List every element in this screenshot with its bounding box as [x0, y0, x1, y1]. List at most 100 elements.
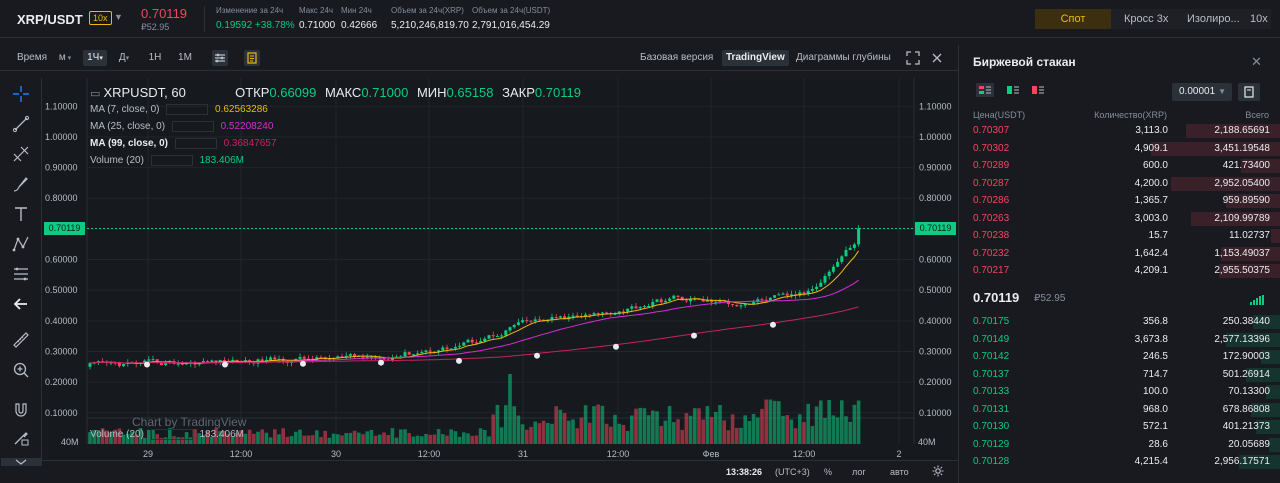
- candle-body: [458, 345, 462, 347]
- candle-body: [348, 354, 352, 356]
- ticker-stat: Мин 24ч 0.42666: [341, 6, 377, 31]
- volume-bar: [856, 400, 861, 444]
- volume-bar: [747, 421, 752, 444]
- crosshair-icon[interactable]: [11, 84, 31, 104]
- price-tick-left: 1.00000: [45, 132, 78, 142]
- volume-bar: [214, 428, 218, 444]
- view-depth-chart[interactable]: Диаграммы глубины: [796, 52, 891, 63]
- log-scale-button[interactable]: лог: [852, 467, 866, 477]
- percent-scale-button[interactable]: %: [824, 467, 833, 477]
- bid-row[interactable]: 0.70149 3,673.8 2,577.13396: [959, 332, 1280, 348]
- depth-bar: [1191, 211, 1280, 226]
- bid-row[interactable]: 0.70175 356.8 250.38440: [959, 314, 1280, 330]
- bid-row[interactable]: 0.70128 4,215.4 2,956.17571: [959, 454, 1280, 470]
- lock-drawings-icon[interactable]: [11, 428, 31, 448]
- bid-row[interactable]: 0.70129 28.6 20.05689: [959, 437, 1280, 453]
- bid-row[interactable]: 0.70142 246.5 172.90003: [959, 349, 1280, 365]
- ruler-icon[interactable]: [11, 330, 31, 350]
- fib-retracement-icon[interactable]: [11, 264, 31, 284]
- volume-bar: [142, 437, 147, 444]
- ask-row[interactable]: 0.70289 600.0 421.73400: [959, 158, 1280, 174]
- candle-body: [521, 320, 525, 323]
- ask-row[interactable]: 0.70287 4,200.0 2,952.05400: [959, 176, 1280, 192]
- volume-bar: [831, 415, 836, 444]
- bid-row[interactable]: 0.70131 968.0 678.86808: [959, 402, 1280, 418]
- ask-row[interactable]: 0.70307 3,113.0 2,188.65691: [959, 123, 1280, 139]
- timeframe-minutes[interactable]: м ▾: [58, 52, 72, 63]
- volume-buttons[interactable]: [150, 155, 193, 166]
- tab-isolated[interactable]: Изолиро...: [1187, 13, 1240, 25]
- brush-icon[interactable]: [11, 174, 31, 194]
- chevron-down-icon[interactable]: ▼: [114, 12, 123, 22]
- ask-row[interactable]: 0.70232 1,642.4 1,153.49037: [959, 246, 1280, 262]
- chart-timezone[interactable]: (UTC+3): [775, 467, 810, 477]
- trend-line-icon[interactable]: [11, 114, 31, 134]
- symbol-selector[interactable]: XRP/USDT: [17, 12, 83, 27]
- tab-spot[interactable]: Спот: [1035, 9, 1111, 29]
- candle-body: [344, 355, 348, 357]
- ticker-stat: Объем за 24ч(USDT) 2,791,016,454.29: [472, 6, 550, 31]
- timeframe-week[interactable]: 1Н: [148, 52, 162, 63]
- timeframe-month[interactable]: 1М: [178, 52, 192, 63]
- candle-body: [214, 360, 218, 364]
- candle-body: [449, 348, 453, 350]
- precision-select[interactable]: 0.00001 ▼: [1172, 83, 1232, 101]
- ask-row[interactable]: 0.70238 15.7 11.02737: [959, 228, 1280, 244]
- chart-notes-icon[interactable]: [244, 50, 260, 66]
- price-chart[interactable]: 1.10000 1.10000 1.00000 1.00000 0.90000 0.900…: [42, 78, 958, 483]
- volume-bar: [562, 413, 567, 444]
- ma7-buttons[interactable]: [166, 104, 209, 115]
- ask-row[interactable]: 0.70286 1,365.7 959.89590: [959, 193, 1280, 209]
- chevron-down-icon[interactable]: [1, 458, 41, 466]
- arrow-left-icon[interactable]: [11, 294, 31, 314]
- volume-bar: [340, 435, 344, 444]
- price-tick-left: 0.30000: [45, 346, 78, 356]
- orderbook-both-icon[interactable]: [976, 83, 994, 97]
- volume-pane-value: 183.406M: [199, 429, 244, 441]
- tab-cross[interactable]: Кросс 3х: [1124, 13, 1169, 25]
- chart-clock: 13:38:26: [726, 467, 763, 477]
- orderbook-bids-icon[interactable]: [1004, 83, 1022, 97]
- legend-buttons[interactable]: [189, 86, 231, 97]
- indicator-settings-icon[interactable]: [212, 50, 228, 66]
- precision-value: 0.00001: [1179, 86, 1216, 97]
- pattern-icon[interactable]: [11, 234, 31, 254]
- timeframe-1h[interactable]: 1Ч▾: [83, 50, 107, 66]
- text-tool-icon[interactable]: [11, 204, 31, 224]
- fullscreen-icon[interactable]: [905, 50, 921, 66]
- ma25-buttons[interactable]: [171, 121, 214, 132]
- auto-scale-button[interactable]: авто: [890, 467, 909, 477]
- candle-body: [222, 360, 226, 362]
- volume-bar: [474, 435, 479, 444]
- collapse-icon[interactable]: ▭: [90, 88, 104, 100]
- magnet-icon[interactable]: [11, 400, 31, 420]
- volume-bar: [176, 437, 180, 444]
- volume-pane-buttons[interactable]: [150, 429, 193, 440]
- bid-row[interactable]: 0.70130 572.1 401.21373: [959, 419, 1280, 435]
- zoom-in-icon[interactable]: [11, 360, 31, 380]
- price-tick-right: 0.20000: [919, 377, 952, 387]
- candle-body: [743, 303, 747, 306]
- candle-body: [840, 256, 844, 262]
- volume-bar: [705, 406, 710, 444]
- view-basic[interactable]: Базовая версия: [640, 52, 714, 63]
- view-tradingview[interactable]: TradingView: [722, 50, 789, 66]
- volume-bar: [495, 404, 500, 444]
- tab-isolated-leverage[interactable]: 10x: [1250, 13, 1268, 25]
- candle-body: [831, 266, 835, 272]
- bid-row[interactable]: 0.70133 100.0 70.13300: [959, 384, 1280, 400]
- bid-row[interactable]: 0.70137 714.7 501.26914: [959, 367, 1280, 383]
- close-icon[interactable]: ✕: [1251, 54, 1262, 69]
- calculator-icon[interactable]: [1238, 83, 1260, 101]
- ma25-legend: MA (25, close, 0) 0.52208240: [90, 121, 273, 132]
- ask-row[interactable]: 0.70302 4,909.1 3,451.19548: [959, 141, 1280, 157]
- ask-row[interactable]: 0.70263 3,003.0 2,109.99789: [959, 211, 1280, 227]
- timeframe-time[interactable]: Время: [16, 52, 48, 63]
- orderbook-asks-icon[interactable]: [1029, 83, 1047, 97]
- gear-icon[interactable]: [932, 465, 944, 477]
- close-chart-icon[interactable]: [929, 50, 945, 66]
- ma99-buttons[interactable]: [174, 138, 217, 149]
- timeframe-day[interactable]: Д▾: [118, 52, 130, 63]
- pitchfork-icon[interactable]: [11, 144, 31, 164]
- ask-row[interactable]: 0.70217 4,209.1 2,955.50375: [959, 263, 1280, 279]
